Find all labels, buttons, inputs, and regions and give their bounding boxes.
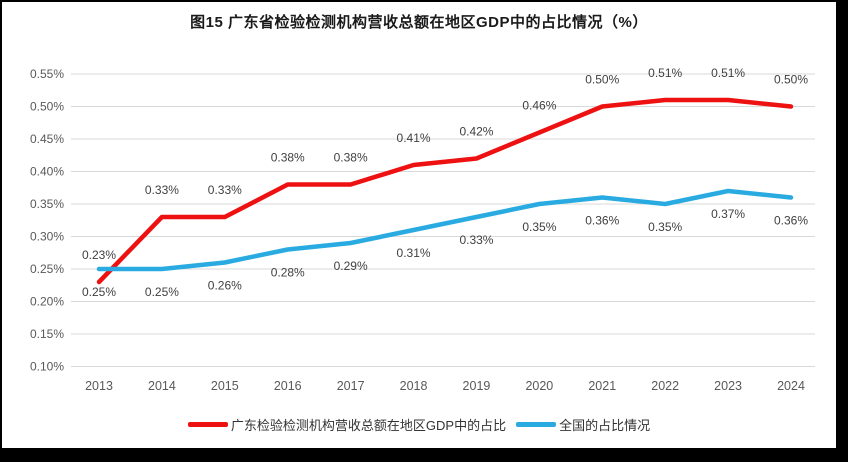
chart-title: 图15 广东省检验检测机构营收总额在地区GDP中的占比情况（%） (190, 14, 648, 31)
y-tick-label: 0.10% (30, 360, 64, 374)
series-line-national (96, 188, 794, 272)
data-label: 0.35% (522, 220, 556, 234)
data-label: 0.33% (459, 233, 493, 247)
x-tick-label: 2013 (85, 379, 113, 393)
x-tick-label: 2024 (777, 379, 805, 393)
data-label: 0.26% (208, 279, 242, 293)
data-label: 0.41% (397, 131, 431, 145)
data-label: 0.29% (334, 259, 368, 273)
legend-label-guangdong: 广东检验检测机构营收总额在地区GDP中的占比 (230, 418, 507, 433)
data-label: 0.50% (774, 73, 808, 87)
legend-swatch-guangdong-icon (187, 422, 228, 427)
data-label: 0.51% (711, 66, 745, 80)
data-label: 0.23% (82, 248, 116, 262)
data-label: 0.28% (271, 266, 305, 280)
legend-item-guangdong: 广东检验检测机构营收总额在地区GDP中的占比 (187, 415, 507, 434)
data-label: 0.25% (145, 285, 179, 299)
data-label: 0.36% (585, 214, 619, 228)
y-tick-label: 0.35% (30, 197, 64, 211)
data-label: 0.38% (271, 151, 305, 165)
x-tick-label: 2014 (148, 379, 176, 393)
data-label: 0.36% (774, 214, 808, 228)
x-tick-label: 2018 (400, 379, 428, 393)
x-tick-label: 2015 (211, 379, 239, 393)
chart-legend: 广东检验检测机构营收总额在地区GDP中的占比 全国的占比情况 (2, 415, 836, 434)
data-label: 0.46% (522, 99, 556, 113)
data-label: 0.42% (459, 125, 493, 139)
series-line-guangdong (96, 97, 794, 285)
y-tick-label: 0.15% (30, 327, 64, 341)
x-tick-label: 2016 (274, 379, 302, 393)
data-label: 0.35% (648, 220, 682, 234)
data-label: 0.50% (585, 73, 619, 87)
chart-card: 图15 广东省检验检测机构营收总额在地区GDP中的占比情况（%） 0.55% 0.… (2, 2, 836, 448)
x-tick-label: 2019 (463, 379, 491, 393)
legend-label-national: 全国的占比情况 (559, 418, 651, 433)
y-tick-label: 0.30% (30, 230, 64, 244)
y-tick-label: 0.40% (30, 165, 64, 179)
legend-swatch-national-icon (516, 422, 557, 427)
data-label: 0.25% (82, 285, 116, 299)
legend-item-national: 全国的占比情况 (516, 415, 650, 434)
data-label: 0.31% (397, 246, 431, 260)
x-tick-label: 2023 (714, 379, 742, 393)
y-tick-label: 0.25% (30, 262, 64, 276)
data-label: 0.33% (208, 183, 242, 197)
x-tick-label: 2021 (588, 379, 616, 393)
data-label: 0.38% (334, 151, 368, 165)
data-label: 0.51% (648, 66, 682, 80)
y-tick-label: 0.20% (30, 295, 64, 309)
x-tick-label: 2022 (651, 379, 679, 393)
y-tick-label: 0.50% (30, 100, 64, 114)
data-label: 0.37% (711, 207, 745, 221)
x-tick-label: 2017 (337, 379, 365, 393)
data-label: 0.33% (145, 183, 179, 197)
x-tick-label: 2020 (525, 379, 553, 393)
y-tick-label: 0.45% (30, 132, 64, 146)
y-tick-label: 0.55% (30, 67, 64, 81)
